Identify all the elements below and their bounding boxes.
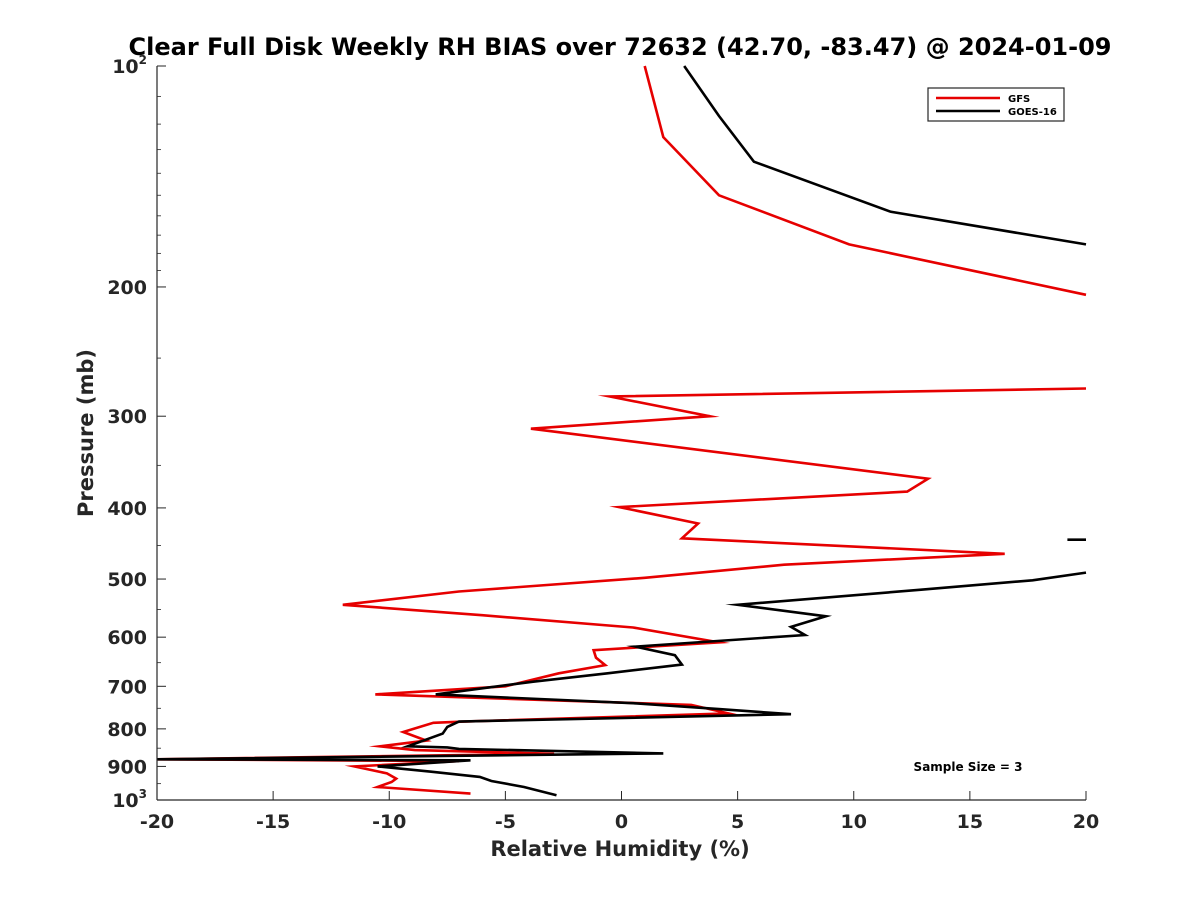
y-tick-base: 10: [112, 56, 138, 78]
plot-area: [156, 65, 1087, 797]
y-tick-label: 200: [107, 277, 147, 299]
y-tick-label: 103: [112, 787, 147, 812]
axes: -20 -15 -10 -5 0 5 10 15 20102200300400500600700…: [107, 53, 1099, 833]
series-line-goes-16-segment-3: [156, 571, 1087, 797]
sample-size-annotation: Sample Size = 3: [914, 760, 1023, 774]
series-line-gfs-segment-1: [643, 65, 1087, 297]
x-tick-label: 5: [731, 811, 744, 833]
x-tick-label: 10: [841, 811, 867, 833]
x-tick-label: -10: [372, 811, 406, 833]
y-tick-label: 500: [107, 569, 147, 591]
y-axis-label: Pressure (mb): [74, 349, 98, 517]
legend-label: GOES-16: [1008, 107, 1057, 118]
y-tick-label: 700: [107, 676, 147, 698]
y-tick-base: 10: [112, 790, 138, 812]
legend-label: GFS: [1008, 94, 1030, 105]
legend-box: [927, 87, 1065, 122]
y-tick-exponent: 2: [139, 53, 147, 67]
legend: GFS GOES-16: [927, 87, 1065, 122]
y-tick-label: 102: [112, 53, 147, 78]
x-tick-label: -15: [256, 811, 290, 833]
x-tick-label: 15: [957, 811, 983, 833]
y-tick-label: 600: [107, 627, 147, 649]
y-tick-label: 400: [107, 498, 147, 520]
y-tick-label: 800: [107, 719, 147, 741]
x-axis-label: Relative Humidity (%): [490, 837, 749, 861]
y-tick-label: 300: [107, 406, 147, 428]
x-tick-label: -5: [495, 811, 516, 833]
x-tick-label: -20: [140, 811, 174, 833]
y-tick-label: 900: [107, 756, 147, 778]
chart-title: Clear Full Disk Weekly RH BIAS over 7263…: [129, 33, 1112, 61]
x-tick-label: 0: [615, 811, 628, 833]
y-tick-exponent: 3: [139, 787, 147, 801]
x-tick-label: 20: [1073, 811, 1099, 833]
series-line-goes-16-segment-1: [683, 65, 1087, 246]
